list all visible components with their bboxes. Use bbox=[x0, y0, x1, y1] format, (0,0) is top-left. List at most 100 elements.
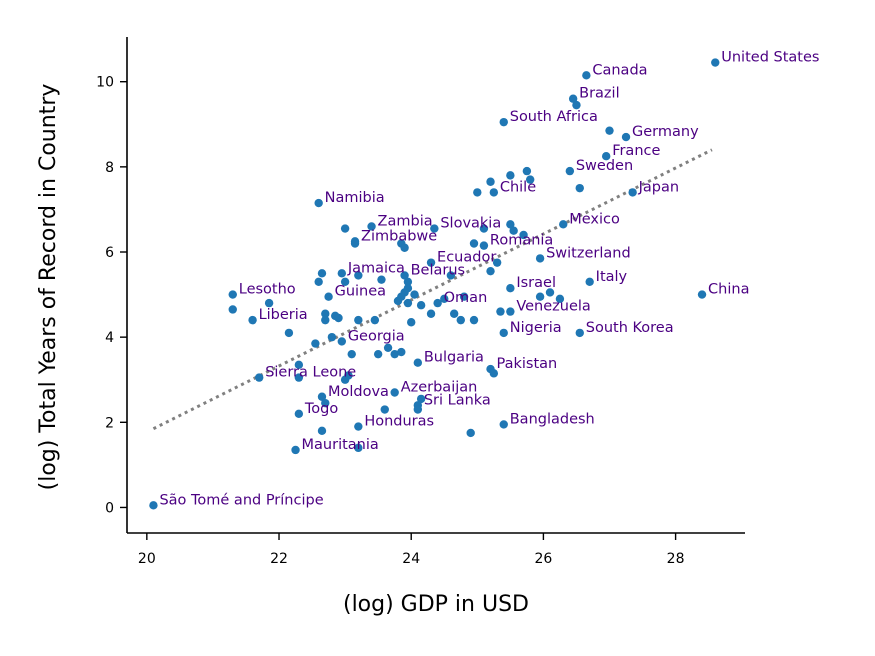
data-point bbox=[373, 349, 383, 359]
data-point bbox=[311, 339, 320, 348]
data-point bbox=[499, 420, 508, 429]
point-label: Nigeria bbox=[510, 320, 562, 336]
point-label: Honduras bbox=[364, 414, 434, 430]
trend-layer bbox=[152, 148, 713, 431]
data-point bbox=[291, 445, 300, 455]
point-label: Ecuador bbox=[437, 250, 496, 266]
data-point bbox=[413, 358, 423, 367]
data-point bbox=[486, 177, 495, 186]
data-point bbox=[393, 296, 403, 306]
point-label: Sri Lanka bbox=[424, 392, 491, 408]
data-point bbox=[711, 58, 720, 67]
point-label: Venezuela bbox=[516, 299, 590, 315]
point-label: Sweden bbox=[576, 158, 633, 174]
point-label: Bulgaria bbox=[424, 350, 484, 366]
data-point bbox=[149, 501, 158, 510]
data-point bbox=[601, 152, 611, 161]
data-point bbox=[354, 422, 363, 431]
x-tick-label: 24 bbox=[402, 551, 420, 567]
data-point bbox=[407, 318, 416, 327]
data-point bbox=[519, 230, 528, 240]
data-point bbox=[506, 171, 515, 180]
data-point bbox=[466, 428, 475, 438]
x-tick-label: 26 bbox=[534, 551, 552, 567]
data-point bbox=[509, 226, 518, 235]
data-point bbox=[449, 309, 459, 318]
data-point bbox=[264, 298, 274, 308]
y-tick-label: 8 bbox=[105, 160, 114, 176]
point-label: United States bbox=[721, 50, 819, 66]
point-label: Oman bbox=[444, 290, 488, 306]
data-point bbox=[314, 198, 323, 208]
data-point bbox=[559, 220, 568, 229]
data-point bbox=[621, 132, 631, 142]
data-point bbox=[433, 298, 442, 308]
data-point bbox=[370, 315, 380, 325]
x-axis-title: (log) GDP in USD bbox=[343, 592, 529, 617]
data-point bbox=[473, 188, 482, 197]
data-point bbox=[380, 405, 389, 414]
data-point bbox=[403, 298, 413, 308]
y-tick-label: 6 bbox=[105, 245, 114, 261]
data-point bbox=[440, 294, 449, 304]
point-label: Liberia bbox=[259, 307, 308, 323]
point-label: Georgia bbox=[348, 328, 405, 344]
data-point bbox=[416, 301, 426, 310]
data-point bbox=[390, 388, 399, 397]
point-label: Italy bbox=[596, 269, 628, 285]
data-point bbox=[377, 275, 386, 284]
data-point bbox=[459, 292, 469, 301]
data-point bbox=[321, 309, 330, 318]
data-point bbox=[522, 166, 532, 176]
data-point bbox=[228, 305, 237, 314]
trend-line bbox=[152, 148, 713, 431]
data-point bbox=[413, 405, 423, 414]
data-point bbox=[254, 373, 264, 382]
data-point bbox=[416, 394, 426, 404]
data-point bbox=[354, 443, 363, 453]
data-point bbox=[585, 277, 594, 287]
x-tick-label: 28 bbox=[667, 551, 685, 567]
data-point bbox=[506, 220, 515, 229]
data-point bbox=[525, 175, 535, 184]
data-point bbox=[575, 328, 584, 338]
data-point bbox=[492, 258, 502, 267]
data-point bbox=[314, 277, 323, 287]
data-point bbox=[321, 398, 330, 408]
data-point bbox=[400, 243, 409, 252]
point-label: Togo bbox=[304, 401, 338, 417]
data-point bbox=[506, 307, 515, 316]
data-point bbox=[324, 292, 333, 301]
data-point bbox=[400, 271, 409, 280]
data-point bbox=[294, 360, 304, 370]
data-point bbox=[535, 254, 545, 263]
point-label: Slovakia bbox=[440, 216, 501, 232]
data-point bbox=[486, 266, 495, 276]
point-label: France bbox=[612, 143, 660, 159]
data-point bbox=[354, 315, 363, 325]
point-label: Zambia bbox=[378, 213, 433, 229]
point-label: Brazil bbox=[579, 86, 619, 102]
data-point bbox=[430, 224, 439, 233]
data-point bbox=[337, 269, 347, 278]
data-point bbox=[565, 166, 575, 176]
data-point bbox=[228, 290, 237, 299]
data-point bbox=[294, 409, 304, 418]
data-point bbox=[489, 188, 499, 197]
point-label: São Tomé and Príncipe bbox=[159, 492, 323, 508]
data-point bbox=[317, 392, 327, 401]
data-point bbox=[350, 239, 360, 248]
y-axis-title: (log) Total Years of Record in Country bbox=[36, 84, 61, 491]
data-point bbox=[340, 277, 350, 287]
point-label: Moldova bbox=[328, 384, 389, 400]
points-layer bbox=[149, 58, 720, 510]
point-label: Chile bbox=[500, 179, 536, 195]
x-tick-label: 20 bbox=[138, 551, 156, 567]
point-label: Romania bbox=[490, 233, 553, 249]
data-point bbox=[446, 271, 456, 280]
data-point bbox=[248, 315, 257, 325]
point-label: South Korea bbox=[586, 320, 674, 336]
point-label: China bbox=[708, 282, 749, 298]
